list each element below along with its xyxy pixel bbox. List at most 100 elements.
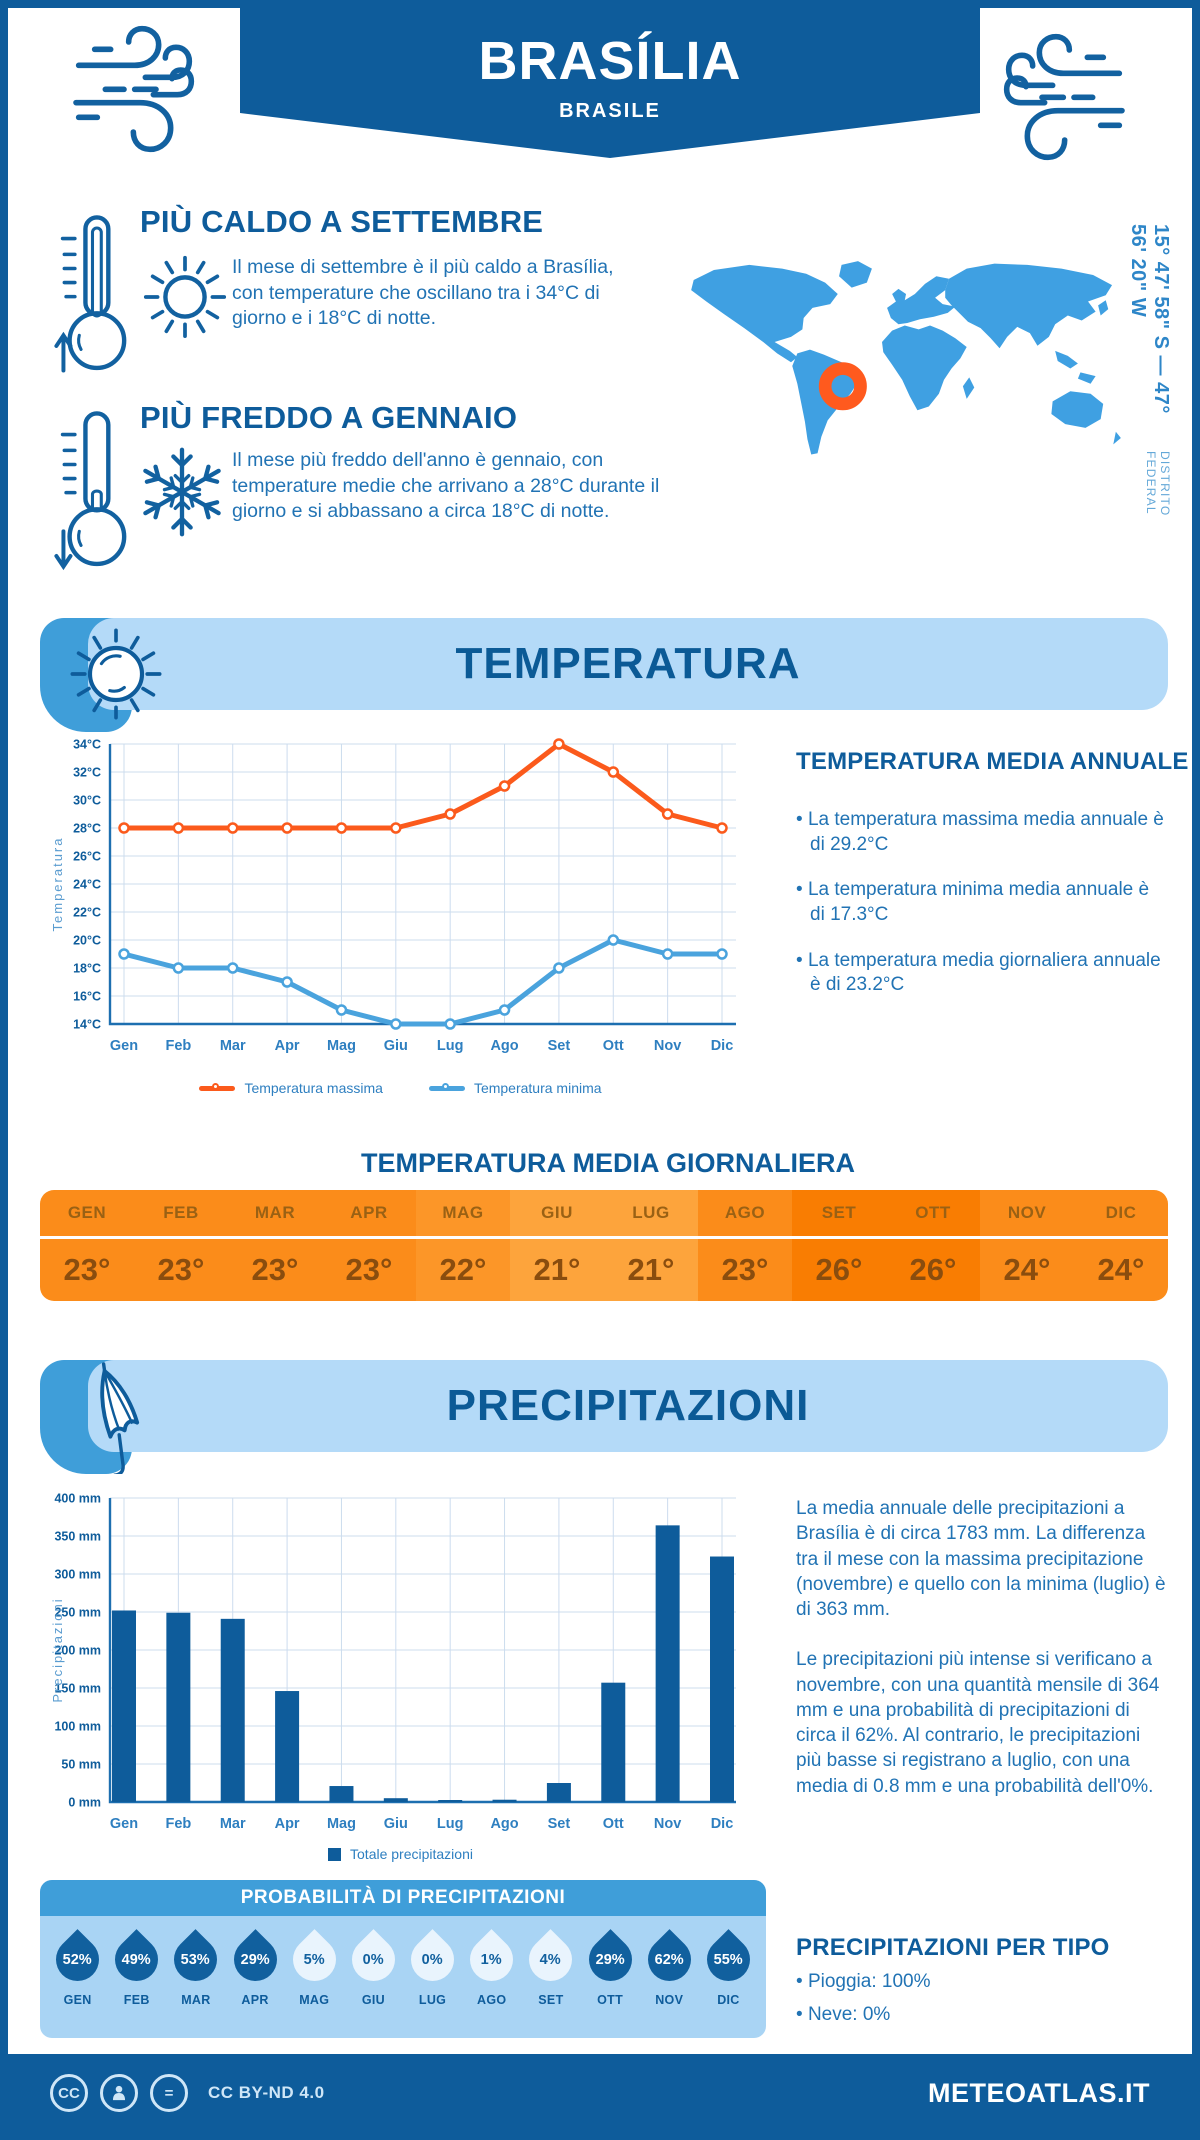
precip-type-title: PRECIPITAZIONI PER TIPO [796, 1934, 1110, 1961]
raindrop-icon: 0% [402, 1929, 463, 1990]
region-text: DISTRITO FEDERAL [1144, 450, 1172, 517]
temp-x-tick: Giu [384, 1038, 408, 1054]
precip-bar [601, 1682, 626, 1802]
annual-temp-title: TEMPERATURA MEDIA ANNUALE [796, 748, 1189, 775]
thermometer-hot-icon [54, 215, 127, 373]
legend-line-swatch [199, 1082, 236, 1091]
probability-value: 29% [240, 1951, 270, 1968]
map-coordinates: 15° 47' 58" S — 47° 56' 20" W DISTRITO F… [1126, 224, 1172, 554]
no-derivatives-icon: = [150, 2074, 188, 2112]
temp-x-tick: Ott [603, 1038, 624, 1054]
raindrop-icon: 0% [343, 1929, 404, 1990]
daily-temp-month: FEB [134, 1190, 228, 1239]
probability-month: MAR [181, 1993, 211, 2007]
annual-temp-bullet: La temperatura massima media annuale è d… [796, 808, 1168, 857]
temp-y-tick: 24°C [73, 878, 101, 892]
probability-value: 0% [362, 1951, 384, 1968]
probability-month: NOV [655, 1993, 684, 2007]
daily-temp-month: LUG [604, 1190, 698, 1239]
page-subtitle: BRASILE [559, 100, 661, 122]
page-title: BRASÍLIA [478, 31, 742, 91]
precip-x-tick: Mag [327, 1816, 356, 1832]
wind-icon [1003, 33, 1125, 161]
raindrop-icon: 1% [461, 1929, 523, 1990]
probability-value: 55% [713, 1951, 743, 1968]
daily-temp-month: NOV [980, 1190, 1074, 1239]
probability-value: 0% [422, 1951, 444, 1968]
temp-x-tick: Apr [275, 1038, 300, 1054]
temp-data-point [661, 948, 674, 960]
probability-drop-cell: 49% FEB [106, 1929, 168, 2007]
probability-month: APR [241, 1993, 269, 2007]
daily-temp-value: 23° [157, 1252, 205, 1287]
probability-month: LUG [418, 1993, 447, 2007]
temperature-banner: TEMPERATURA [88, 618, 1168, 710]
probability-month: FEB [123, 1993, 150, 2007]
hot-month-text: Il mese di settembre è il più caldo a Br… [232, 256, 614, 330]
probability-month: SET [538, 1993, 564, 2007]
daily-temp-cell: GIU 21° [510, 1190, 604, 1301]
temp-y-tick: 18°C [73, 962, 101, 976]
precip-y-tick: 400 mm [54, 1492, 101, 1506]
temp-y-tick: 16°C [73, 990, 101, 1004]
daily-temp-cell: SET 26° [792, 1190, 886, 1301]
site-name: METEOATLAS.IT [928, 2077, 1150, 2108]
temp-x-tick: Ago [490, 1038, 518, 1054]
raindrop-icon: 29% [224, 1929, 286, 1990]
raindrop-icon: 5% [283, 1929, 345, 1990]
daily-temp-cell: DIC 24° [1074, 1190, 1168, 1301]
daily-temp-month: AGO [698, 1190, 792, 1239]
temp-x-tick: Dic [711, 1038, 734, 1054]
wind-icon [73, 25, 195, 153]
precip-y-tick: 300 mm [54, 1568, 101, 1582]
precip-x-tick: Ott [603, 1816, 624, 1832]
precip-x-tick: Gen [110, 1816, 138, 1832]
temp-data-point [226, 962, 239, 974]
probability-month: GIU [361, 1993, 385, 2007]
daily-temp-cell: APR 23° [322, 1190, 416, 1301]
thermometer-cold-icon [54, 411, 127, 571]
annual-temp-bullet: La temperatura media giornaliera annuale… [796, 949, 1168, 998]
probability-value: 52% [63, 1951, 93, 1968]
sun-icon [143, 255, 227, 339]
temp-data-point [335, 1004, 348, 1016]
daily-temp-month: APR [322, 1190, 416, 1239]
daily-temp-cell: LUG 21° [604, 1190, 698, 1301]
snowflake-icon [134, 444, 230, 540]
precip-type-bullets: Pioggia: 100% Neve: 0% [796, 1970, 1156, 2048]
daily-temp-cell: NOV 24° [980, 1190, 1074, 1301]
location-marker [818, 362, 867, 411]
daily-temp-cell: MAR 23° [228, 1190, 322, 1301]
temp-x-tick: Mag [327, 1038, 356, 1054]
probability-drop-cell: 5% MAG [283, 1929, 345, 2007]
probability-drop-cell: 0% LUG [402, 1929, 463, 2007]
precip-y-tick: 200 mm [54, 1644, 101, 1658]
temp-x-tick: Feb [165, 1038, 191, 1054]
precip-x-tick: Nov [654, 1816, 681, 1832]
precip-x-tick: Feb [165, 1816, 191, 1832]
daily-temp-table: GEN 23° FEB 23° MAR 23° APR 23° MAG 22° GIU 21° LUG 2… [40, 1190, 1168, 1301]
temp-series-line [121, 741, 725, 831]
daily-temp-month: DIC [1074, 1190, 1168, 1239]
legend-label: Totale precipitazioni [350, 1846, 473, 1862]
probability-drop-cell: 29% OTT [579, 1929, 641, 2007]
daily-temp-month: GIU [510, 1190, 604, 1239]
temp-data-point [444, 808, 456, 820]
temp-y-tick: 28°C [73, 822, 101, 836]
raindrop-icon: 55% [698, 1929, 759, 1990]
cold-month-title: PIÙ FREDDO A GENNAIO [140, 400, 518, 435]
daily-temp-month: MAG [416, 1190, 510, 1239]
temp-y-tick: 22°C [73, 906, 101, 920]
temp-x-tick: Mar [220, 1038, 246, 1054]
temp-data-point [716, 948, 728, 960]
temp-series-line [121, 937, 725, 1027]
daily-temp-title: TEMPERATURA MEDIA GIORNALIERA [361, 1148, 855, 1178]
probability-month: MAG [299, 1993, 330, 2007]
precip-y-axis-label: Precipitazioni [50, 1597, 65, 1702]
precip-bar [492, 1799, 517, 1802]
daily-temp-cell: AGO 23° [698, 1190, 792, 1301]
precip-bar [220, 1618, 245, 1802]
temp-data-point [226, 822, 239, 834]
temp-data-point [498, 1004, 511, 1016]
raindrop-icon: 62% [638, 1929, 700, 1990]
